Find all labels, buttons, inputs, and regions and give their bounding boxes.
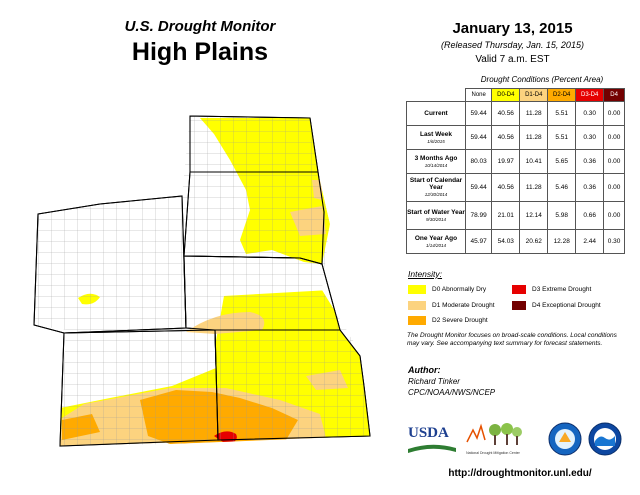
- table-cell: 45.97: [464, 229, 493, 254]
- table-cell: 0.00: [603, 101, 625, 126]
- table-title: Drought Conditions (Percent Area): [480, 75, 604, 84]
- table-cell: 5.65: [547, 149, 577, 174]
- table-cell: 20.62: [519, 229, 549, 254]
- table-cell: 59.44: [464, 125, 493, 150]
- table-cell: 5.51: [547, 101, 577, 126]
- legend-label: D2 Severe Drought: [432, 317, 488, 324]
- col-d2-d4: D2-D4: [547, 88, 577, 102]
- table-cell: 0.30: [603, 229, 625, 254]
- legend-swatch: [408, 301, 426, 310]
- drought-map: [33, 115, 371, 447]
- legend-swatch: [512, 301, 526, 310]
- author-heading: Author:: [408, 365, 441, 375]
- col-d4: D4: [603, 88, 625, 102]
- table-cell: 54.03: [491, 229, 521, 254]
- map-date: January 13, 2015: [452, 20, 573, 37]
- table-cell: 10.41: [519, 149, 549, 174]
- map-subtitle: U.S. Drought Monitor: [124, 18, 276, 35]
- legend-item-d1: D1 Moderate Drought: [408, 301, 495, 310]
- table-cell: 21.01: [491, 201, 521, 230]
- table-cell: 5.46: [547, 173, 577, 202]
- ndmc-logo-text: National Drought Mitigation Center: [466, 451, 520, 455]
- row-label: Current: [406, 101, 466, 126]
- row-label: Start of Water Year 9/30/2014: [406, 201, 466, 230]
- row-label: 3 Months Ago 10/14/2014: [406, 149, 466, 174]
- table-cell: 12.28: [547, 229, 577, 254]
- table-cell: 11.28: [519, 101, 549, 126]
- table-cell: 5.51: [547, 125, 577, 150]
- table-cell: 59.44: [464, 173, 493, 202]
- author-name: Richard Tinker: [408, 377, 460, 386]
- table-row: Current 59.44 40.56 11.28 5.51 0.30 0.00: [406, 101, 625, 126]
- legend-item-d2: D2 Severe Drought: [408, 316, 488, 325]
- legend-title: Intensity:: [408, 269, 443, 279]
- usda-swoosh-icon: [408, 444, 456, 453]
- table-cell: 40.56: [491, 173, 521, 202]
- table-cell: 0.30: [575, 125, 605, 150]
- doc-seal-icon: [548, 422, 582, 456]
- website-url[interactable]: http://droughtmonitor.unl.edu/: [448, 468, 592, 479]
- col-none: None: [464, 88, 493, 102]
- drought-conditions-table: None D0-D4 D1-D4 D2-D4 D3-D4 D4 Current …: [406, 88, 625, 254]
- table-row: Start of Calendar Year 12/30/2014 59.44 4…: [406, 173, 625, 202]
- release-date: (Released Thursday, Jan. 15, 2015): [441, 40, 584, 50]
- map-title: High Plains: [131, 38, 269, 66]
- legend-item-d3: D3 Extreme Drought: [512, 285, 591, 294]
- col-d0-d4: D0-D4: [491, 88, 521, 102]
- table-cell: 0.36: [575, 149, 605, 174]
- row-label: Last Week 1/6/2015: [406, 125, 466, 150]
- legend-swatch: [512, 285, 526, 294]
- row-label: Start of Calendar Year 12/30/2014: [406, 173, 466, 202]
- usda-logo: USDA: [408, 425, 449, 441]
- col-d3-d4: D3-D4: [575, 88, 605, 102]
- table-cell: 0.00: [603, 125, 625, 150]
- legend-swatch: [408, 316, 426, 325]
- col-d1-d4: D1-D4: [519, 88, 549, 102]
- table-cell: 12.14: [519, 201, 549, 230]
- legend-swatch: [408, 285, 426, 294]
- disclaimer-note: The Drought Monitor focuses on broad-sca…: [407, 332, 617, 347]
- table-row: 3 Months Ago 10/14/2014 80.03 19.97 10.41…: [406, 149, 625, 174]
- table-cell: 11.28: [519, 173, 549, 202]
- ndmc-logo-icon: [466, 423, 522, 445]
- table-cell: 0.00: [603, 201, 625, 230]
- table-cell: 0.30: [575, 101, 605, 126]
- author-org: CPC/NOAA/NWS/NCEP: [408, 388, 496, 397]
- legend-item-d4: D4 Exceptional Drought: [512, 301, 601, 310]
- table-cell: 0.66: [575, 201, 605, 230]
- noaa-logo-icon: [588, 422, 622, 456]
- legend-label: D4 Exceptional Drought: [532, 302, 601, 309]
- valid-time: Valid 7 a.m. EST: [475, 54, 550, 65]
- table-cell: 80.03: [464, 149, 493, 174]
- drought-shading: [34, 116, 370, 446]
- table-row: Last Week 1/6/2015 59.44 40.56 11.28 5.51…: [406, 125, 625, 150]
- table-header-row: None D0-D4 D1-D4 D2-D4 D3-D4 D4: [407, 88, 625, 102]
- table-cell: 59.44: [464, 101, 493, 126]
- table-cell: 2.44: [575, 229, 605, 254]
- table-cell: 78.99: [464, 201, 493, 230]
- legend-label: D1 Moderate Drought: [432, 302, 495, 309]
- table-cell: 40.56: [491, 125, 521, 150]
- legend-item-d0: D0 Abnormally Dry: [408, 285, 486, 294]
- row-label: One Year Ago 1/14/2014: [406, 229, 466, 254]
- table-cell: 5.98: [547, 201, 577, 230]
- table-cell: 0.36: [575, 173, 605, 202]
- table-cell: 0.00: [603, 149, 625, 174]
- table-cell: 40.56: [491, 101, 521, 126]
- state-borders: [33, 115, 371, 447]
- table-row: One Year Ago 1/14/2014 45.97 54.03 20.62 …: [406, 229, 625, 254]
- legend-label: D3 Extreme Drought: [532, 286, 592, 293]
- table-cell: 0.00: [603, 173, 625, 202]
- legend-label: D0 Abnormally Dry: [432, 286, 487, 293]
- table-cell: 19.97: [491, 149, 521, 174]
- table-cell: 11.28: [519, 125, 549, 150]
- table-row: Start of Water Year 9/30/2014 78.99 21.01…: [406, 201, 625, 230]
